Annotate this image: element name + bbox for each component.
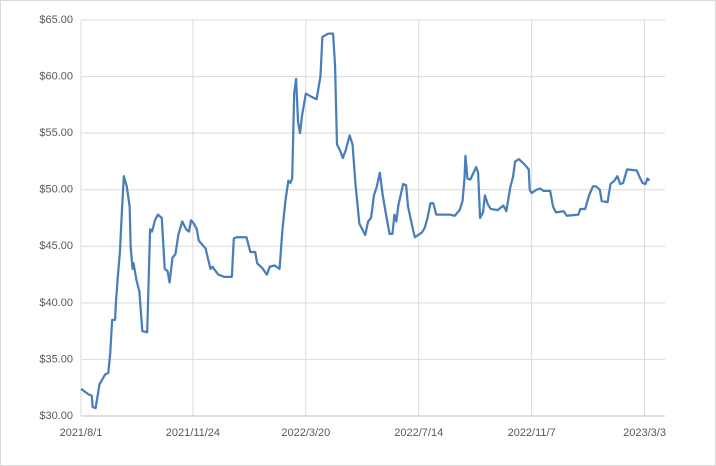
y-tick-label: $65.00 <box>39 14 73 26</box>
x-tick-label: 2022/7/14 <box>394 427 443 439</box>
y-tick-label: $55.00 <box>39 127 73 139</box>
x-tick-label: 2022/11/7 <box>508 427 556 439</box>
y-tick-label: $60.00 <box>39 70 73 82</box>
y-tick-label: $50.00 <box>39 184 73 196</box>
y-tick-label: $30.00 <box>39 410 73 422</box>
x-tick-label: 2022/3/20 <box>281 427 330 439</box>
y-tick-label: $40.00 <box>39 297 73 309</box>
y-tick-label: $45.00 <box>39 240 73 252</box>
x-tick-label: 2021/11/24 <box>166 427 220 439</box>
x-tick-label: 2023/3/3 <box>623 427 666 439</box>
y-tick-label: $35.00 <box>39 353 73 365</box>
x-tick-label: 2021/8/1 <box>60 427 103 439</box>
price-line <box>80 32 651 410</box>
